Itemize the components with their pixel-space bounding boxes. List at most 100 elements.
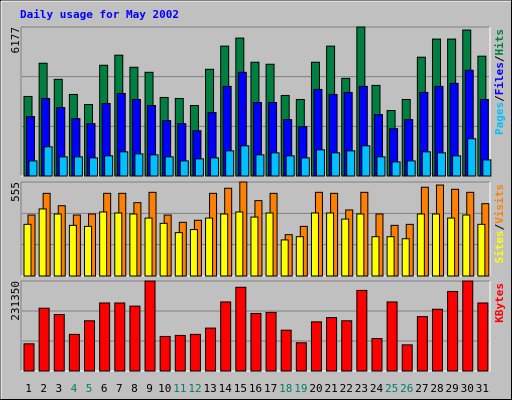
bar xyxy=(361,145,371,177)
bar xyxy=(386,301,398,372)
x-tick-label: 6 xyxy=(101,382,108,395)
bar xyxy=(134,153,144,177)
x-tick-label: 29 xyxy=(446,382,459,395)
x-tick-label: 22 xyxy=(340,382,353,395)
bar xyxy=(205,327,217,372)
legend-entry: Visits xyxy=(493,184,506,224)
bar xyxy=(210,157,220,177)
bar xyxy=(174,232,183,277)
bar xyxy=(189,333,201,372)
x-tick-label: 15 xyxy=(234,382,247,395)
y-tick-label: 6177 xyxy=(9,27,22,54)
legend-separator: / xyxy=(493,95,506,102)
x-tick-label: 8 xyxy=(131,382,138,395)
legend-entry: Sites xyxy=(493,230,506,263)
legend: Sites/Visits xyxy=(493,184,506,264)
bar xyxy=(99,211,108,277)
bar xyxy=(149,154,159,177)
bar xyxy=(401,238,410,277)
bar xyxy=(270,152,280,177)
bar xyxy=(431,308,443,372)
bar xyxy=(114,212,123,277)
x-tick-label: 14 xyxy=(219,382,233,395)
bar xyxy=(73,156,83,177)
bar xyxy=(371,338,383,372)
bar xyxy=(250,312,262,372)
bar xyxy=(220,213,229,277)
x-tick-label: 11 xyxy=(173,382,186,395)
bar xyxy=(326,212,335,277)
x-tick-label: 24 xyxy=(370,382,384,395)
legend: Pages/Files/Hits xyxy=(493,29,506,135)
bar xyxy=(477,302,489,372)
bar xyxy=(462,280,474,372)
bar xyxy=(436,152,446,177)
x-tick-label: 13 xyxy=(203,382,216,395)
legend-entry: Hits xyxy=(493,29,506,56)
bar xyxy=(144,280,156,372)
x-tick-label: 5 xyxy=(86,382,93,395)
x-tick-label: 31 xyxy=(476,382,489,395)
bar xyxy=(406,160,416,177)
x-tick-label: 23 xyxy=(355,382,368,395)
bar xyxy=(371,236,380,277)
x-tick-label: 9 xyxy=(146,382,153,395)
x-tick-label: 26 xyxy=(400,382,413,395)
bar xyxy=(159,335,171,372)
bar xyxy=(23,343,35,372)
bar xyxy=(84,320,96,372)
bar xyxy=(164,156,174,177)
bar xyxy=(315,149,325,177)
bar xyxy=(295,342,307,372)
bar xyxy=(58,156,68,177)
bar xyxy=(235,286,247,372)
bar xyxy=(53,313,65,372)
bar xyxy=(129,305,141,372)
x-tick-label: 3 xyxy=(56,382,63,395)
bar xyxy=(174,334,186,372)
legend: KBytes xyxy=(493,283,506,323)
x-tick-label: 30 xyxy=(461,382,474,395)
bar xyxy=(68,333,80,372)
bar xyxy=(43,146,53,177)
bar xyxy=(310,212,319,277)
bar xyxy=(310,321,322,372)
x-tick-label: 4 xyxy=(71,382,78,395)
bar xyxy=(225,150,235,177)
chart-title: Daily usage for May 2002 xyxy=(20,8,179,21)
bar xyxy=(447,217,456,277)
bar xyxy=(205,217,214,277)
bar xyxy=(326,317,338,372)
bar xyxy=(391,161,401,177)
bar xyxy=(280,329,292,372)
bar xyxy=(104,155,114,177)
bar xyxy=(346,150,356,177)
bar xyxy=(341,320,353,372)
bar xyxy=(431,213,440,277)
bar xyxy=(159,222,168,277)
x-tick-label: 12 xyxy=(188,382,201,395)
bar xyxy=(416,316,428,372)
x-tick-label: 27 xyxy=(415,382,428,395)
bar xyxy=(144,217,153,277)
bar xyxy=(452,155,462,177)
bar xyxy=(462,214,471,277)
legend-separator: / xyxy=(493,55,506,62)
bar xyxy=(477,223,486,277)
bar xyxy=(376,156,386,177)
bar xyxy=(255,154,265,177)
bar xyxy=(240,145,250,177)
bar xyxy=(331,152,341,177)
x-tick-label: 2 xyxy=(40,382,47,395)
bar xyxy=(194,158,204,177)
bar xyxy=(416,213,425,277)
bar xyxy=(386,236,395,277)
x-tick-label: 21 xyxy=(325,382,338,395)
bar xyxy=(447,290,459,372)
x-tick-label: 16 xyxy=(249,382,262,395)
bar xyxy=(421,151,431,177)
bar xyxy=(114,302,126,372)
x-tick-label: 20 xyxy=(309,382,322,395)
bar xyxy=(38,307,50,372)
